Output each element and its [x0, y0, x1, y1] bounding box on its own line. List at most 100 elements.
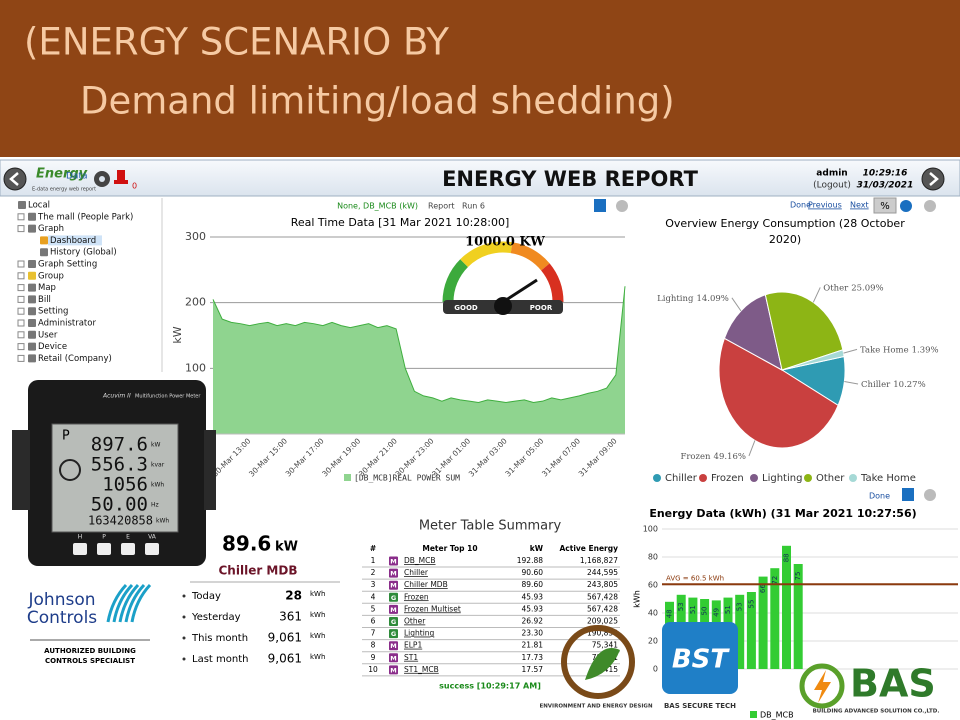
bar-label: 88 — [783, 553, 791, 562]
eed-logo — [561, 625, 635, 699]
app-title: ENERGY WEB REPORT — [442, 167, 699, 191]
tree-item[interactable]: The mall (People Park) — [37, 212, 133, 222]
bst-sub: BAS SECURE TECH — [664, 702, 736, 710]
gear-icon[interactable] — [924, 489, 936, 501]
meter-name[interactable]: ST1_MCB — [404, 665, 439, 674]
lightning-icon[interactable] — [594, 199, 606, 212]
meter-energy: 1,168,827 — [580, 556, 618, 565]
gauge-segment — [510, 242, 550, 271]
pie-label-value: 25.09% — [851, 283, 883, 293]
status: success [10:29:17 AM] — [439, 682, 541, 691]
badge — [389, 665, 398, 675]
tree-expander — [17, 307, 25, 315]
tree-item[interactable]: Dashboard — [50, 236, 96, 246]
logout[interactable]: (Logout) — [813, 181, 851, 191]
y-tick-label: 300 — [185, 230, 206, 243]
jc-swoosh — [106, 583, 128, 623]
bar-label: 53 — [677, 602, 685, 611]
tree-item[interactable]: Administrator — [38, 319, 96, 329]
tree-item[interactable]: User — [38, 330, 58, 340]
tree-icon — [28, 330, 36, 339]
next-link[interactable]: Next — [850, 201, 869, 210]
badge-label: M — [390, 558, 396, 566]
meter-name[interactable]: Lighting — [404, 629, 435, 638]
bar — [782, 545, 791, 669]
device-subtitle: Multifunction Power Meter — [135, 394, 201, 400]
gauge-reading: 1000.0 KW — [465, 235, 545, 250]
bar-label: 53 — [736, 602, 744, 611]
meter-name[interactable]: Frozen — [404, 592, 429, 601]
y-axis-label: kW — [171, 326, 184, 343]
bas-logo — [799, 663, 845, 709]
legend-label: [DB_MCB]REAL POWER SUM — [354, 474, 460, 483]
tree-item[interactable]: Group — [38, 271, 64, 281]
meter-name[interactable]: ST1 — [404, 653, 418, 662]
summary-number: 9,061 — [268, 652, 302, 666]
pie-label: Lighting 14.09% — [657, 293, 729, 303]
meter-name[interactable]: ELP1 — [404, 641, 422, 650]
summary-unit: kW — [275, 540, 298, 555]
eed-leaf — [585, 648, 620, 680]
jc-swoosh — [118, 583, 140, 623]
legend-label: Frozen — [711, 473, 744, 484]
device-button — [121, 543, 135, 555]
done-link[interactable]: Done — [790, 201, 811, 210]
tree-item[interactable]: History (Global) — [50, 248, 117, 258]
badge-label: M — [390, 666, 396, 674]
settings-hole — [99, 176, 105, 182]
meter-name[interactable]: Frozen Multiset — [404, 604, 461, 613]
jc-swoosh — [112, 583, 134, 623]
tree-item[interactable]: Graph Setting — [38, 260, 97, 270]
tree-item[interactable]: Graph — [38, 224, 64, 234]
summary-unit: kWh — [310, 611, 325, 619]
device-side — [204, 430, 216, 510]
percent-label: % — [880, 201, 890, 212]
tree-item[interactable]: Local — [28, 201, 50, 211]
row-number: 10 — [368, 665, 378, 674]
line — [212, 286, 626, 403]
tree-item[interactable]: Retail (Company) — [38, 354, 112, 364]
meter-energy: 244,595 — [587, 568, 618, 577]
meter-energy: 567,428 — [587, 604, 618, 613]
meter-name[interactable]: DB_MCB — [404, 556, 436, 565]
pie-label-value: 49.16% — [714, 451, 746, 461]
device-reading: 163420858 — [88, 514, 153, 528]
gear-icon[interactable] — [616, 200, 628, 212]
tree-item[interactable]: Setting — [38, 307, 68, 317]
y-tick-label: 40 — [648, 609, 658, 618]
back-button[interactable] — [3, 167, 27, 191]
meter-name[interactable]: Other — [404, 617, 426, 626]
gauge-hub — [494, 297, 512, 315]
pie-slice — [781, 349, 845, 371]
tree-icon — [40, 236, 48, 245]
pie-title: 2020) — [769, 233, 801, 246]
tree-expander — [17, 343, 25, 351]
percent-button[interactable] — [873, 197, 897, 214]
bar-label: 51 — [689, 605, 697, 614]
tree-item[interactable]: Map — [38, 283, 56, 293]
chart-title: Real Time Data [31 Mar 2021 10:28:00] — [291, 216, 510, 229]
bar-label: 72 — [771, 576, 779, 585]
forward-button[interactable] — [921, 167, 945, 191]
tree-item[interactable]: Bill — [38, 295, 51, 305]
legend-label: Other — [816, 473, 845, 484]
meter-name[interactable]: Chiller MDB — [404, 580, 448, 589]
alarm-icon[interactable] — [114, 170, 128, 184]
bullet — [182, 636, 186, 640]
bar-label: 75 — [794, 572, 802, 581]
banner-line: Demand limiting/load shedding) — [80, 80, 675, 123]
pie-label-name: Take Home — [860, 345, 909, 355]
table-header: Active Energy — [560, 544, 619, 553]
gauge-needle — [502, 278, 538, 304]
lightning-icon[interactable] — [902, 488, 914, 501]
jc-swoosh — [124, 583, 146, 623]
previous-link[interactable]: Previous — [808, 201, 842, 210]
done-link[interactable]: Done — [869, 492, 890, 501]
row-number: 5 — [371, 604, 376, 613]
meter-kw: 17.57 — [522, 665, 544, 674]
meter-name[interactable]: Chiller — [404, 568, 429, 577]
meter-kw: 192.88 — [517, 556, 543, 565]
tree-item[interactable]: Device — [38, 342, 67, 352]
bst-text: BST — [672, 645, 731, 675]
bar-label: 48 — [666, 609, 674, 618]
